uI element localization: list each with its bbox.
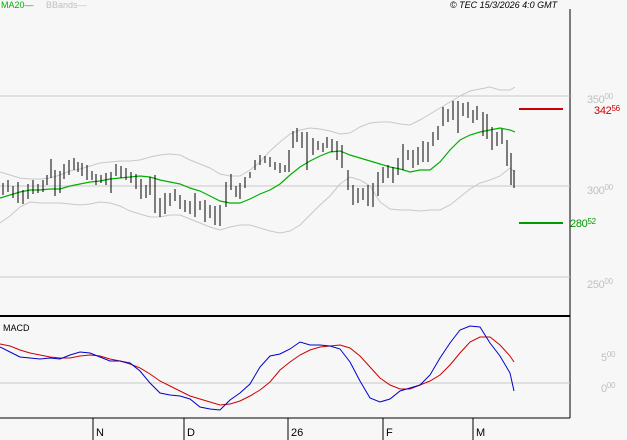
- ohlc-bars: [2, 101, 515, 226]
- macd-signal-line: [0, 336, 515, 406]
- y-label-350: 35000: [587, 92, 613, 106]
- copyright-timestamp: © TEC 15/3/2026 4:0 GMT: [450, 0, 558, 10]
- macd-title: MACD: [3, 323, 30, 333]
- chart-legend: MA20— BBands—: [1, 0, 87, 10]
- macd-y-label-0: 000: [601, 381, 616, 395]
- x-label-mar: M: [476, 427, 486, 439]
- support-label: 28052: [570, 217, 596, 230]
- price-gridlines: [0, 95, 570, 278]
- x-label-nov: N: [96, 427, 104, 439]
- x-label-2026: 26: [291, 427, 304, 439]
- legend-ma20: MA20—: [1, 0, 34, 10]
- macd-y-label-5: 500: [601, 350, 616, 364]
- legend-bbands: BBands—: [46, 0, 87, 10]
- resistance-label: 34256: [594, 104, 620, 117]
- x-label-feb: F: [386, 427, 393, 439]
- x-label-dec: D: [187, 427, 195, 439]
- ma20-line: [0, 127, 516, 204]
- x-axis-ticks: [92, 418, 474, 440]
- bollinger-lower-band: [0, 167, 516, 234]
- y-label-300: 30000: [587, 183, 613, 197]
- y-label-250: 25000: [587, 277, 613, 291]
- macd-line: [0, 325, 515, 411]
